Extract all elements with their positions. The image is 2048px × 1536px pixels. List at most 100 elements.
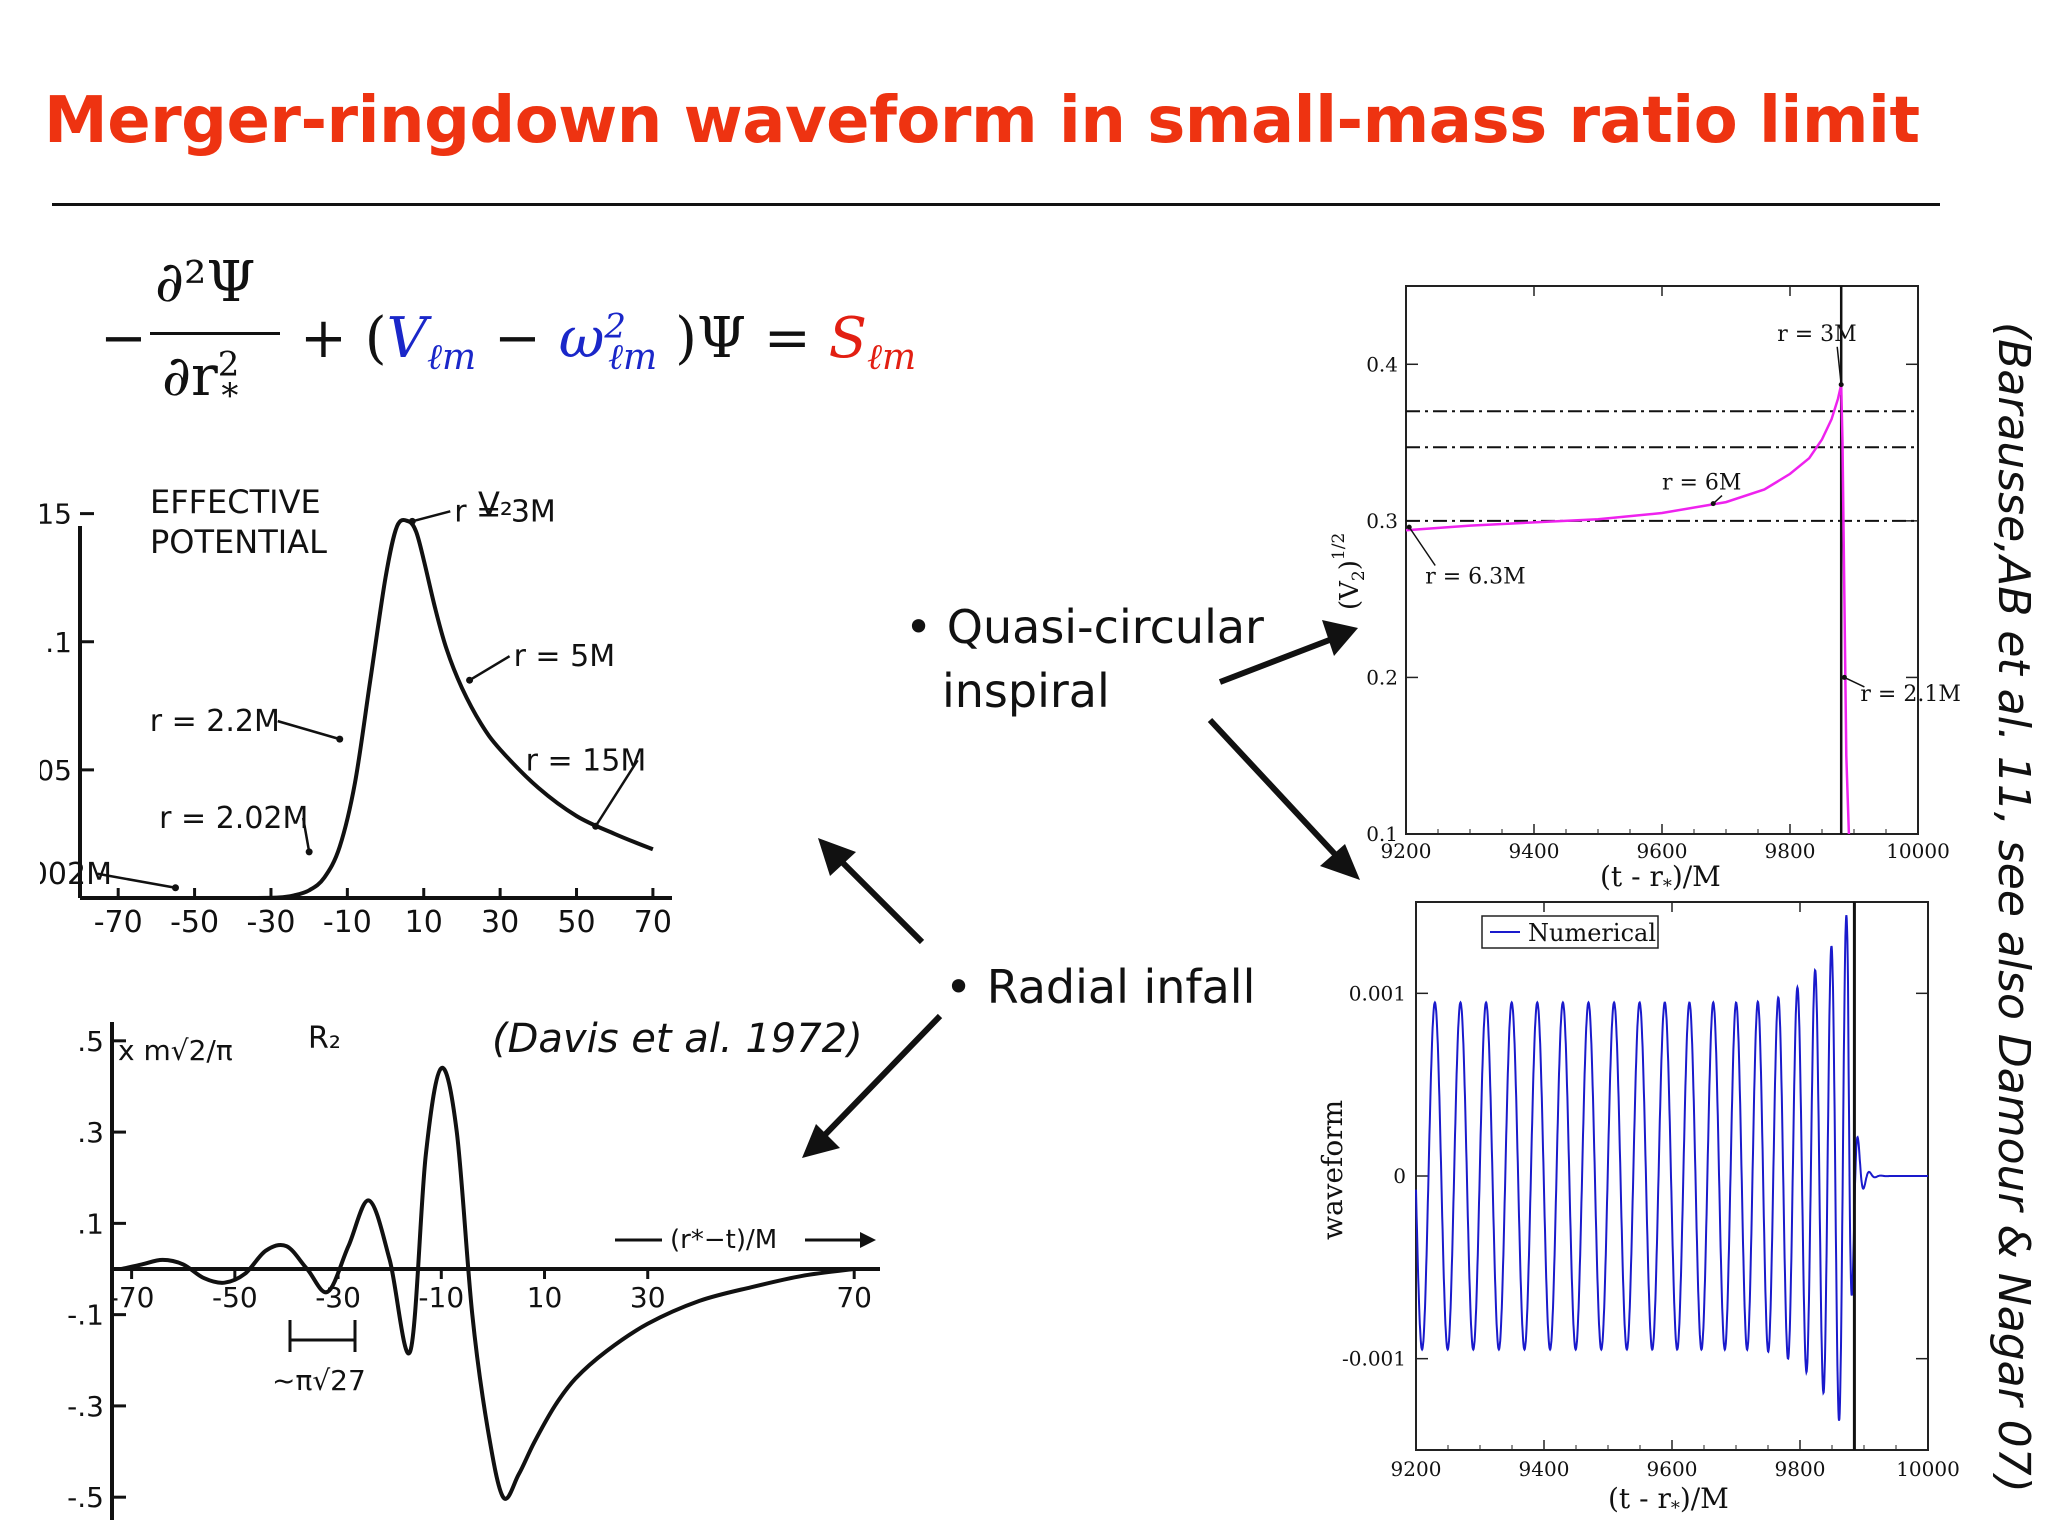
eq-numerator: ∂²Ψ: [155, 250, 256, 315]
radial-period-marker: [288, 1320, 357, 1352]
potential-annotation-arrowhead: [305, 848, 313, 856]
potential-annotation-arrowhead: [592, 822, 600, 830]
qc-annotation-arrow: [1408, 526, 1436, 566]
potential-y-tick-label: .1: [45, 626, 72, 659]
bullet-dot: •: [945, 960, 973, 1014]
potential-series-label: V₂: [478, 485, 513, 523]
arrow-to-inspiral-waveform: [1207, 717, 1360, 880]
wave-x-tick-label: 9600: [1647, 1457, 1698, 1481]
bullet-quasi-circular-line2: inspiral: [942, 664, 1110, 718]
radial-curve: [120, 1066, 855, 1501]
eq-minus: −: [100, 306, 147, 371]
radial-period-annotation: ~π√27: [272, 1364, 366, 1397]
qc-ylabel: (V2)1/2: [1329, 533, 1369, 610]
arrow-to-radial-waveform: [802, 1013, 943, 1158]
qc-annotation-arrowhead: [1710, 501, 1716, 507]
inspiral-waveform-chart: 9200 9400 9600 9800 10000 0.001 0 -0.001 Numeri…: [1316, 901, 1960, 1519]
quasi-circular-potential-chart: 9200 9400 9600 9800 10000 0.1 0.2 0.3 0.4 r = 3M…: [1329, 285, 1961, 897]
wave-x-tick-label: 9400: [1519, 1457, 1570, 1481]
qc-curve: [1405, 384, 1851, 835]
radial-ylabel: x m√2/π: [118, 1034, 233, 1067]
qc-annotation-label: r = 6.3M: [1425, 564, 1525, 589]
potential-annotation-arrow: [301, 817, 311, 853]
potential-x-tick-label: 10: [405, 905, 443, 940]
potential-curve: [99, 518, 654, 901]
radial-y-tick-label: -.3: [67, 1390, 104, 1423]
qc-annotation-arrow: [1844, 676, 1865, 688]
bullet-radial-infall: • Radial infall: [945, 960, 1256, 1014]
arrow-to-potential-chart: [1218, 620, 1358, 685]
wave-y-tick-label: -0.001: [1342, 1347, 1406, 1371]
potential-y-tick-label: .15: [40, 498, 72, 531]
wave-legend-label: Numerical: [1528, 919, 1656, 947]
potential-annotation-arrowhead: [171, 884, 179, 892]
citation-side: (Barausse,AB et al. 11, see also Damour …: [1988, 322, 2039, 1493]
wave-y-tick-label: 0.001: [1349, 981, 1406, 1005]
radial-x-tick-label: -50: [212, 1281, 258, 1314]
radial-series-label: R₂: [308, 1021, 341, 1056]
potential-x-tick-label: 50: [557, 905, 595, 940]
wave-x-tick-label: 9200: [1391, 1457, 1442, 1481]
potential-annotation-arrow: [594, 759, 639, 827]
radial-x-tick-label: 70: [836, 1281, 872, 1314]
title-underline: [52, 203, 1940, 206]
potential-annotation-label: r = 5M: [514, 639, 616, 674]
eq-fraction-bar: [150, 332, 280, 335]
potential-annotation-arrowhead: [466, 676, 474, 684]
potential-y-tick-label: .05: [40, 754, 72, 787]
potential-annotation-label: r = 15M: [526, 743, 647, 778]
potential-x-tick-label: 70: [634, 905, 672, 940]
bullet-quasi-circular: • Quasi-circular: [905, 600, 1264, 654]
qc-x-tick-label: 9600: [1637, 839, 1688, 863]
potential-annotation-arrow: [411, 510, 451, 523]
radial-x-arrow: [615, 1232, 876, 1248]
slide-title: Merger-ringdown waveform in small-mass r…: [44, 84, 1920, 158]
potential-x-tick-label: -30: [246, 905, 295, 940]
qc-x-tick-label: 10000: [1886, 839, 1950, 863]
wave-equation: − ∂²Ψ ∂r2* + (Vℓm − ω2ℓm)Ψ = Sℓm: [100, 248, 1000, 428]
potential-x-tick-label: -10: [323, 905, 372, 940]
potential-annotation-arrow: [468, 655, 511, 682]
qc-y-tick-label: 0.2: [1366, 665, 1398, 689]
qc-annotation-arrowhead: [1841, 674, 1847, 680]
radial-x-tick-label: -30: [315, 1281, 361, 1314]
radial-y-tick-label: .5: [77, 1025, 104, 1058]
radial-y-tick-label: -.1: [67, 1299, 104, 1332]
qc-annotation-arrowhead: [1838, 382, 1844, 388]
radial-x-tick-label: -10: [418, 1281, 464, 1314]
qc-annotation-label: r = 3M: [1777, 322, 1856, 347]
eq-rest: + (Vℓm − ω2ℓm)Ψ = Sℓm: [300, 306, 917, 379]
qc-y-tick-label: 0.4: [1366, 352, 1398, 376]
qc-horizontal-lines: [1406, 410, 1918, 522]
radial-x-tick-label: -70: [109, 1281, 155, 1314]
radial-infall-chart: -70 -50 -30 -10 10 30 70 .5 .3 .1 -.1 -.3 -.5 x m√2/…: [67, 1021, 880, 1520]
potential-annotation-label: r = 3M: [454, 494, 556, 529]
wave-ticks: 9200 9400 9600 9800 10000 0.001 0 -0.001: [1342, 902, 1960, 1481]
radial-y-tick-label: .3: [77, 1116, 104, 1149]
qc-y-tick-label: 0.3: [1366, 509, 1398, 533]
radial-x-axis-label: (r*−t)/M: [670, 1225, 777, 1255]
radial-axes: [110, 1022, 880, 1520]
wave-legend: Numerical: [1481, 915, 1659, 949]
potential-title-line2: POTENTIAL: [150, 523, 327, 561]
arrow-to-effective-potential: [818, 838, 925, 945]
eq-omega: ω2ℓm: [558, 306, 658, 379]
potential-annotation-arrow: [97, 872, 176, 889]
radial-y-tick-label: -.5: [67, 1481, 104, 1514]
qc-x-tick-label: 9400: [1509, 839, 1560, 863]
eq-denominator: ∂r2*: [162, 344, 240, 417]
radial-ticks: -70 -50 -30 -10 10 30 70 .5 .3 .1 -.1 -.3 -.5: [67, 1025, 872, 1514]
potential-annotation-arrow: [277, 719, 341, 741]
qc-x-tick-label: 9800: [1765, 839, 1816, 863]
qc-annotation-arrow: [1836, 346, 1842, 385]
qc-xlabel: (t - r*)/M: [1600, 860, 1721, 897]
qc-ticks: 9200 9400 9600 9800 10000 0.1 0.2 0.3 0.4: [1366, 286, 1950, 863]
effective-potential-chart: -70 -50 -30 -10 10 30 50 70 .05 .1 .15 EFFECTIVE P…: [40, 483, 672, 940]
eq-potential: Vℓm: [386, 306, 477, 379]
wave-x-tick-label: 10000: [1896, 1457, 1960, 1481]
citation-davis: (Davis et al. 1972): [492, 1016, 863, 1062]
qc-annotation-arrowhead: [1406, 524, 1412, 530]
qc-annotations: r = 3M r = 6M r = 6.3M r = 2.1M: [1406, 322, 1961, 707]
